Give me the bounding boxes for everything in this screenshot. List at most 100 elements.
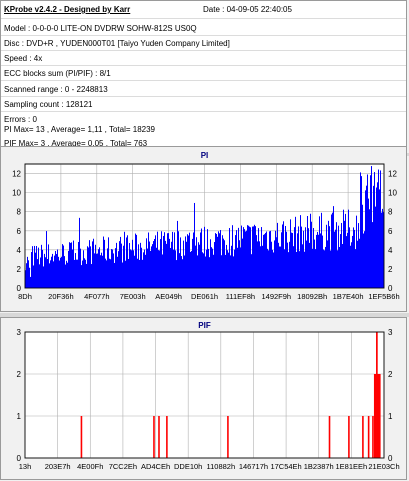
x-tick-label: DE061h — [191, 292, 218, 301]
pi-bar — [343, 209, 344, 288]
pi-bar — [51, 256, 52, 288]
pif-bar — [377, 374, 379, 458]
pi-bar — [267, 248, 268, 288]
pi-bar — [268, 250, 269, 288]
pi-bar — [253, 226, 254, 288]
plot-area — [24, 331, 385, 459]
pi-bar — [107, 248, 108, 288]
pi-bar — [317, 232, 318, 288]
pi-bar — [382, 208, 383, 288]
pi-bar — [122, 262, 123, 288]
x-tick-label: 7E003h — [120, 292, 146, 301]
pif-bar — [379, 374, 381, 458]
pi-bar — [74, 259, 75, 288]
y-tick-label-right: 0 — [388, 454, 393, 463]
x-tick-label: 1492F9h — [261, 292, 291, 301]
pi-bar — [38, 247, 39, 288]
pi-bar — [308, 228, 309, 288]
pi-bar — [110, 259, 111, 288]
pi-bar — [350, 245, 351, 288]
pi-bar — [218, 231, 219, 288]
pi-bar — [214, 242, 215, 288]
pi-bar — [203, 253, 204, 288]
pi-bar — [157, 231, 158, 288]
pi-bar — [299, 251, 300, 288]
pi-bar — [287, 242, 288, 288]
pi-bar — [43, 266, 44, 288]
y-tick-label-left: 3 — [17, 328, 22, 337]
pi-bar — [105, 258, 106, 288]
x-tick-label: 1EF5B6h — [368, 292, 399, 301]
pi-bar — [210, 239, 211, 288]
pi-bar — [358, 223, 359, 288]
pi-bar — [129, 243, 130, 288]
pif-bar — [373, 374, 376, 458]
y-tick-label-left: 2 — [17, 265, 22, 274]
pi-bar — [294, 227, 295, 288]
pi-bar — [103, 236, 104, 288]
pi-bar — [314, 239, 315, 288]
pi-bar — [289, 241, 290, 288]
pi-bar — [355, 249, 356, 288]
pi-bar — [161, 231, 162, 288]
info-errors: Errors : 0 — [4, 115, 37, 124]
pi-bar — [271, 241, 272, 288]
pi-bar — [167, 233, 168, 288]
pi-bar — [263, 234, 264, 288]
pif-bar — [376, 332, 378, 458]
pi-bar — [109, 258, 110, 288]
pi-bar — [83, 250, 84, 288]
x-tick-label: 203E7h — [45, 462, 71, 471]
pi-bar — [313, 228, 314, 288]
y-tick-label-left: 8 — [17, 208, 22, 217]
panel-splitter[interactable] — [0, 313, 409, 317]
pi-bar — [329, 226, 330, 288]
x-tick-label: 110882h — [206, 462, 235, 471]
pi-bar — [365, 190, 366, 288]
pi-bar — [231, 245, 232, 288]
pi-bar — [312, 248, 313, 288]
pi-bar — [111, 249, 112, 288]
y-tick-label-right: 1 — [388, 412, 393, 421]
pi-bar — [346, 236, 347, 288]
pi-bar — [201, 228, 202, 288]
pi-bar — [372, 222, 373, 288]
pi-bar — [222, 235, 223, 288]
pi-bar — [256, 235, 257, 288]
pi-bar — [293, 246, 294, 288]
pi-bar — [179, 253, 180, 288]
x-tick-label: 1B7E40h — [333, 292, 364, 301]
x-tick-label: 18092Bh — [297, 292, 327, 301]
divider — [1, 96, 406, 97]
pi-bar — [361, 176, 362, 288]
pi-bar — [348, 209, 349, 288]
pi-bar — [324, 250, 325, 288]
pi-bar — [68, 250, 69, 288]
pi-bar — [34, 245, 35, 288]
pi-bar — [261, 227, 262, 288]
pi-bar — [264, 234, 265, 288]
pi-bar — [28, 260, 29, 288]
plot-border — [24, 331, 385, 459]
pi-bar — [77, 259, 78, 288]
pi-bar — [373, 185, 374, 288]
pi-bar — [46, 231, 47, 288]
pi-bar — [206, 249, 207, 288]
pi-bar — [67, 262, 68, 288]
pi-bar — [195, 245, 196, 288]
pi-bar — [288, 252, 289, 288]
x-tick-label: 8Dh — [18, 292, 32, 301]
pif-bar — [378, 374, 380, 458]
pi-chart: PI 0 0 2 2 4 4 6 6 8 8 10 10 12 12 8Dh 20F36h 4F077h 7E003… — [12, 151, 400, 301]
pi-bar — [84, 258, 85, 288]
pi-bar — [379, 189, 380, 288]
y-tick-label-left: 6 — [17, 227, 22, 236]
pi-bar — [363, 233, 364, 288]
pi-bar — [248, 225, 249, 288]
pi-bar — [325, 246, 326, 288]
pi-bar — [335, 229, 336, 288]
pi-bar — [165, 240, 166, 288]
divider — [1, 65, 406, 66]
pi-bar — [98, 249, 99, 288]
pi-bar — [137, 258, 138, 288]
